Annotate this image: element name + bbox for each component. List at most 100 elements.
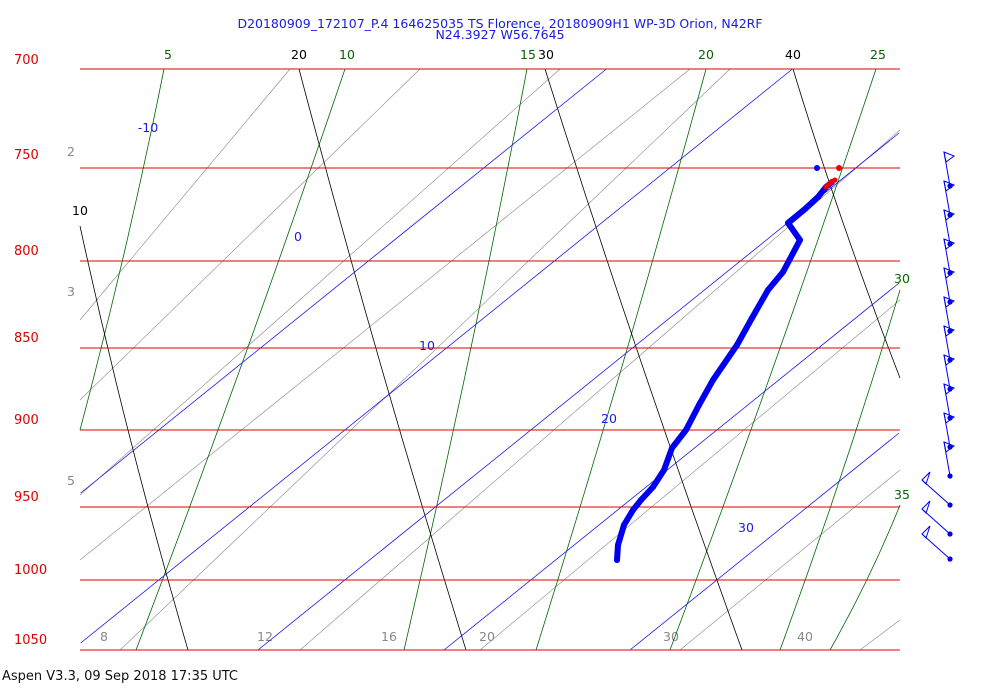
profile-point [815,194,821,200]
moist-adiabat-label: 15 [520,47,536,62]
profile-point [683,427,689,433]
wind-barbs [921,151,956,562]
wind-barb-flag [943,238,956,250]
moist-adiabat-line [535,68,707,651]
wind-barb-flag [943,383,956,395]
wind-barb-flag [921,500,931,514]
wind-barb-flag [943,209,956,221]
red-profile-segment [823,177,838,190]
guide-line [79,68,421,401]
wind-barb-flag [943,325,956,337]
profile-point [802,206,808,212]
wind-barb-shaft [921,508,951,535]
profile-point [630,507,636,513]
isobar-label: 1000 [14,563,47,578]
profile-point [650,484,656,490]
isotherm-line [80,68,793,644]
mixing-ratio-lines: 2 3 5 8 12 16 20 30 40 [67,68,901,651]
dry-adiabats: 10 20 30 40 [72,47,901,651]
moist-adiabats: 5 10 15 20 25 30 35 [79,47,910,651]
moist-adiabat-line [79,68,165,431]
isotherm-label: 30 [738,520,754,535]
moist-adiabat-label: 20 [698,47,714,62]
mixing-ratio-label: 20 [479,629,495,644]
moist-adiabat-label: 25 [870,47,886,62]
isotherm-label: 10 [419,338,435,353]
isotherm-label: 20 [601,411,617,426]
wind-barb-flag [921,525,931,539]
profile-point [749,315,755,321]
moist-adiabat-label: 5 [164,47,172,62]
wind-barb [921,525,953,562]
dry-adiabat-label: 20 [291,47,307,62]
mixing-ratio-label: 5 [67,473,75,488]
wind-barb [921,471,953,508]
isobar-label: 1050 [14,633,47,648]
isotherm-label: 0 [294,229,302,244]
isobar-label: 750 [14,148,39,163]
wind-barb-flag [943,354,956,366]
wind-barb-flag [943,267,956,279]
guide-line [479,299,901,651]
isobar-label: 850 [14,331,39,346]
dry-adiabat-line [792,68,901,379]
moist-adiabat-line [135,68,346,651]
dry-adiabat-line [298,68,467,651]
profile-point [780,269,786,275]
isotherms: -10 0 10 20 30 [80,68,900,651]
profile-point [710,377,716,383]
footer-text: Aspen V3.3, 09 Sep 2018 17:35 UTC [2,669,239,684]
profile-point [661,467,667,473]
isobar-label: 800 [14,244,39,259]
dry-adiabat-label: 40 [785,47,801,62]
profile-point [696,402,702,408]
chart-title: D20180909_172107_P.4 164625035 TS Floren… [237,16,763,31]
isotherm-line [629,432,900,651]
wind-barb-flag [943,296,956,308]
wind-barb [943,383,956,421]
profile-point [669,445,675,451]
top-point-red [836,165,842,171]
dry-adiabat-line [544,68,743,651]
guide-line [859,619,901,651]
guide-line [79,68,691,561]
profile-point [621,522,627,528]
mixing-ratio-label: 40 [797,629,813,644]
wind-barb [943,354,956,392]
wind-barb [921,500,953,537]
wind-barb [943,441,956,479]
moist-adiabat-line [669,68,877,651]
profile-point [615,542,621,548]
wind-barb-shaft [921,479,951,506]
isobar-label: 900 [14,413,39,428]
mixing-ratio-label: 3 [67,284,75,299]
moist-adiabat-label: 10 [339,47,355,62]
moist-adiabat-line [779,289,901,651]
wind-barb-flag [943,441,956,453]
mixing-ratio-label: 16 [381,629,397,644]
guide-line [79,68,291,321]
wind-barb-flag [943,412,956,424]
mixing-ratio-label: 2 [67,144,75,159]
chart-subtitle: N24.3927 W56.7645 [435,27,565,42]
wind-barb-shaft [921,533,951,560]
top-point-blue [814,165,820,171]
mixing-ratio-label: 8 [100,629,108,644]
guide-line [119,68,731,651]
isobar-label: 950 [14,490,39,505]
profile-point [785,220,791,226]
guide-line [79,68,561,496]
moist-adiabat-line [829,504,901,651]
moist-adiabat-label: 35 [894,487,910,502]
profile-point [734,342,740,348]
dry-adiabat-line [79,225,189,651]
isotherm-line [80,68,607,494]
isobar-label: 700 [14,53,39,68]
temperature-profile [614,165,842,563]
wind-barb-flag [943,151,956,163]
dry-adiabat-label: 10 [72,203,88,218]
dry-adiabat-label: 30 [538,47,554,62]
profile-point [765,287,771,293]
